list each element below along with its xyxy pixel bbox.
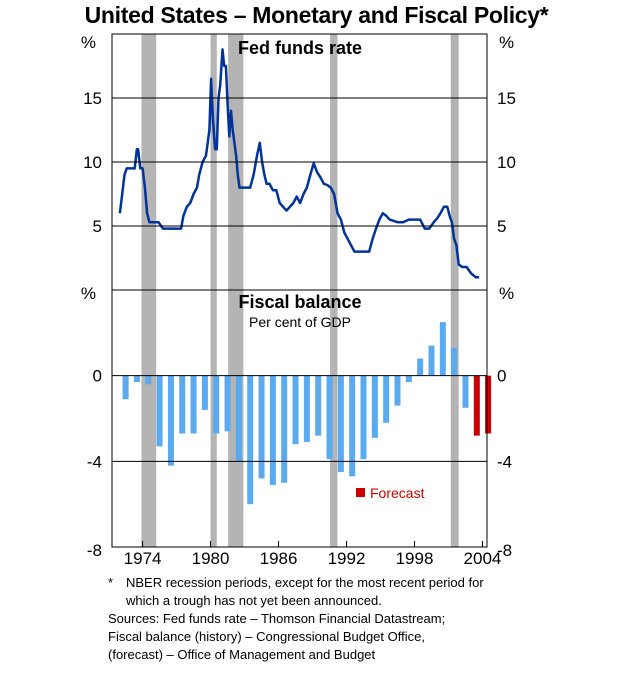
bar-history-1993 [360,375,367,460]
bar-history-1992 [349,375,356,477]
y-tick-label-bottom-left--4: -4 [87,452,102,471]
footnote-line-2: which a trough has not yet been announce… [126,593,382,608]
legend-label-forecast: Forecast [370,485,425,501]
bar-history-1989 [315,375,322,436]
bar-history-1988 [303,375,310,443]
bottom-panel-title: Fiscal balance [238,292,361,312]
notes: * NBER recession periods, except for the … [108,574,484,664]
bar-history-1987 [292,375,299,445]
y-unit-top-right: % [499,33,514,52]
bar-history-1981 [224,375,231,432]
footnote-line-1: * NBER recession periods, except for the … [108,574,484,592]
y-tick-label-top-right-10: 10 [497,153,516,172]
bar-history-1984 [258,375,265,479]
bar-history-1979 [201,375,208,410]
chart-labels: %%% % 5 5 10 10 15 15 -8 -8 -4 -4 0 0 1974 1980 1986 1992… [81,33,516,568]
y-tick-label-top-right-15: 15 [497,89,516,108]
bar-history-1974 [145,375,152,385]
bar-history-1982 [235,375,242,462]
fed-funds-line [118,48,480,279]
bar-history-1996 [394,375,401,406]
bar-history-2002 [462,375,469,408]
bar-history-1991 [337,375,344,473]
y-tick-label-top-left-15: 15 [83,89,102,108]
y-unit-bottom-right: % [499,284,514,303]
bar-history-1978 [190,375,197,434]
footnote-text-1: NBER recession periods, except for the m… [126,575,484,590]
bar-history-1977 [179,375,186,434]
y-tick-label-bottom-right--8: -8 [497,541,512,560]
bar-history-1975 [156,375,163,447]
top-panel-title: Fed funds rate [238,38,362,58]
bar-history-1980 [213,375,220,434]
bar-history-1972 [122,375,129,400]
fiscal-balance-bars [122,322,492,505]
y-tick-label-bottom-left-0: 0 [93,367,102,386]
bar-history-1997 [405,375,412,383]
x-tick-label-1974: 1974 [124,549,162,568]
bar-history-1999 [428,345,435,376]
bar-history-1985 [269,375,276,485]
y-unit-bottom-left: % [81,284,96,303]
bar-history-1990 [326,375,333,460]
y-tick-label-bottom-right-0: 0 [497,367,506,386]
fed-funds-series [118,48,480,279]
bar-history-2000 [439,322,446,376]
bar-history-1998 [417,358,424,376]
chart-frame [111,33,488,548]
y-tick-label-bottom-right--4: -4 [497,452,512,471]
bar-history-1986 [281,375,288,483]
footnote-mark: * [108,575,114,590]
y-tick-label-top-left-10: 10 [83,153,102,172]
y-tick-label-bottom-left--8: -8 [87,541,102,560]
bottom-panel-subtitle: Per cent of GDP [249,314,351,330]
bar-history-1976 [167,375,174,466]
bar-history-1994 [371,375,378,438]
x-tick-label-1986: 1986 [260,549,298,568]
x-tick-label-2004: 2004 [464,549,502,568]
x-tick-label-1998: 1998 [396,549,434,568]
bar-history-2001 [451,347,458,376]
sources-line-1: Sources: Fed funds rate – Thomson Financ… [108,611,446,626]
x-tick-label-1980: 1980 [192,549,230,568]
bar-forecast-2003 [473,375,480,436]
sources-line-3: (forecast) – Office of Management and Bu… [108,647,376,662]
bar-history-1983 [247,375,254,505]
y-tick-label-top-left-5: 5 [93,217,102,236]
bar-history-1995 [383,375,390,423]
legend-swatch-forecast [356,488,365,497]
bar-history-1973 [133,375,140,383]
y-tick-label-top-right-5: 5 [497,217,506,236]
x-tick-label-1992: 1992 [328,549,366,568]
bar-forecast-2004 [485,375,492,434]
chart-title: United States – Monetary and Fiscal Poli… [84,2,549,28]
sources-line-2: Fiscal balance (history) – Congressional… [108,629,425,644]
y-unit-top-left: % [81,33,96,52]
